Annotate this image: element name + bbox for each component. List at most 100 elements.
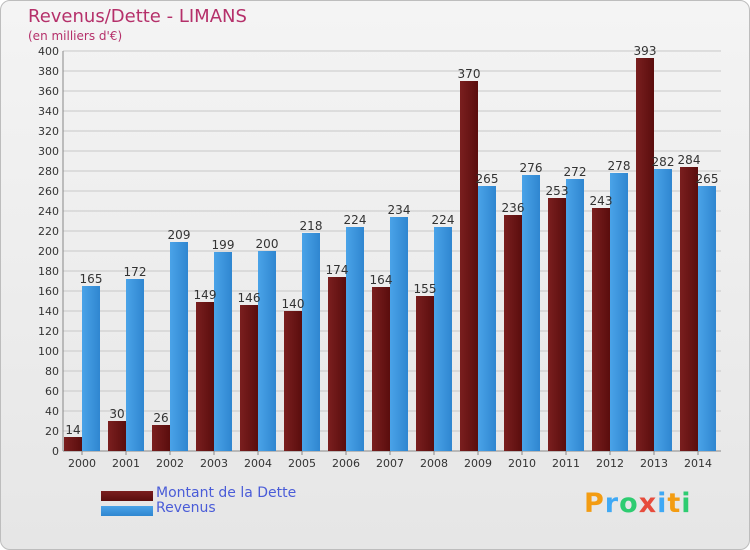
data-label-revenue-2012: 278 xyxy=(608,159,631,173)
bar-debt-2005 xyxy=(284,311,302,451)
bar-revenue-2009 xyxy=(478,186,496,451)
data-label-revenue-2009: 265 xyxy=(476,172,499,186)
data-label-debt-2003: 149 xyxy=(194,288,217,302)
data-label-debt-2002: 26 xyxy=(153,411,168,425)
logo-letter: o xyxy=(619,488,639,519)
bar-revenue-2012 xyxy=(610,173,628,451)
legend-swatch-revenue xyxy=(101,506,153,516)
logo-letter: P xyxy=(584,488,605,519)
data-label-revenue-2010: 276 xyxy=(520,161,543,175)
data-label-debt-2008: 155 xyxy=(414,282,437,296)
data-label-revenue-2008: 224 xyxy=(432,213,455,227)
data-label-revenue-2014: 265 xyxy=(696,172,719,186)
bar-debt-2004 xyxy=(240,305,258,451)
bar-debt-2002 xyxy=(152,425,170,451)
data-label-revenue-2007: 234 xyxy=(388,203,411,217)
y-tick-label: 280 xyxy=(38,165,59,178)
x-tick-label-2013: 2013 xyxy=(640,457,668,470)
y-tick-label: 40 xyxy=(45,405,59,418)
logo-letter: i xyxy=(657,488,668,519)
data-label-revenue-2006: 224 xyxy=(344,213,367,227)
bar-revenue-2002 xyxy=(170,242,188,451)
bar-revenue-2008 xyxy=(434,227,452,451)
y-tick-label: 80 xyxy=(45,365,59,378)
x-tick-label-2004: 2004 xyxy=(244,457,272,470)
y-tick-label: 340 xyxy=(38,105,59,118)
y-tick-label: 0 xyxy=(52,445,59,458)
bar-debt-2011 xyxy=(548,198,566,451)
y-tick-label: 140 xyxy=(38,305,59,318)
x-tick-label-2009: 2009 xyxy=(464,457,492,470)
data-label-revenue-2004: 200 xyxy=(256,237,279,251)
data-label-debt-2000: 14 xyxy=(65,423,80,437)
y-tick-label: 60 xyxy=(45,385,59,398)
logo-letter: x xyxy=(638,488,658,519)
data-label-debt-2011: 253 xyxy=(546,184,569,198)
x-tick-label-2002: 2002 xyxy=(156,457,184,470)
x-tick-label-2003: 2003 xyxy=(200,457,228,470)
x-tick-label-2005: 2005 xyxy=(288,457,316,470)
y-tick-label: 200 xyxy=(38,245,59,258)
y-tick-label: 220 xyxy=(38,225,59,238)
legend-label-revenue: Revenus xyxy=(156,500,216,516)
y-tick-label: 20 xyxy=(45,425,59,438)
data-label-revenue-2011: 272 xyxy=(564,165,587,179)
bar-revenue-2006 xyxy=(346,227,364,451)
proxiti-logo: Proxiti xyxy=(584,488,692,519)
y-tick-label: 400 xyxy=(38,45,59,58)
bar-debt-2006 xyxy=(328,277,346,451)
bar-revenue-2000 xyxy=(82,286,100,451)
y-tick-label: 260 xyxy=(38,185,59,198)
bar-revenue-2007 xyxy=(390,217,408,451)
x-tick-label-2007: 2007 xyxy=(376,457,404,470)
data-label-debt-2007: 164 xyxy=(370,273,393,287)
data-label-debt-2013: 393 xyxy=(634,44,657,58)
bar-revenue-2011 xyxy=(566,179,584,451)
bar-revenue-2004 xyxy=(258,251,276,451)
x-tick-label-2011: 2011 xyxy=(552,457,580,470)
bar-debt-2010 xyxy=(504,215,522,451)
y-tick-label: 120 xyxy=(38,325,59,338)
data-label-debt-2006: 174 xyxy=(326,263,349,277)
x-tick-label-2008: 2008 xyxy=(420,457,448,470)
x-tick-label-2001: 2001 xyxy=(112,457,140,470)
data-label-revenue-2003: 199 xyxy=(212,238,235,252)
bar-debt-2003 xyxy=(196,302,214,451)
y-tick-label: 180 xyxy=(38,265,59,278)
x-tick-label-2006: 2006 xyxy=(332,457,360,470)
data-label-revenue-2001: 172 xyxy=(124,265,147,279)
chart-title: Revenus/Dette - LIMANS xyxy=(28,6,247,27)
logo-letter: i xyxy=(681,488,692,519)
bar-debt-2013 xyxy=(636,58,654,451)
bar-debt-2009 xyxy=(460,81,478,451)
y-tick-label: 160 xyxy=(38,285,59,298)
data-label-debt-2010: 236 xyxy=(502,201,525,215)
y-tick-label: 320 xyxy=(38,125,59,138)
bar-revenue-2001 xyxy=(126,279,144,451)
x-tick-label-2010: 2010 xyxy=(508,457,536,470)
x-tick-label-2000: 2000 xyxy=(68,457,96,470)
y-tick-label: 100 xyxy=(38,345,59,358)
chart-subtitle: (en milliers d'€) xyxy=(28,29,123,43)
data-label-revenue-2000: 165 xyxy=(80,272,103,286)
bar-revenue-2010 xyxy=(522,175,540,451)
data-label-debt-2004: 146 xyxy=(238,291,261,305)
bar-debt-2007 xyxy=(372,287,390,451)
legend-swatch-debt xyxy=(101,491,153,501)
bar-debt-2012 xyxy=(592,208,610,451)
data-label-revenue-2013: 282 xyxy=(652,155,675,169)
bar-debt-2000 xyxy=(64,437,82,451)
x-tick-label-2014: 2014 xyxy=(684,457,712,470)
y-tick-label: 380 xyxy=(38,65,59,78)
bar-debt-2014 xyxy=(680,167,698,451)
data-label-revenue-2002: 209 xyxy=(168,228,191,242)
bar-revenue-2003 xyxy=(214,252,232,451)
bar-revenue-2014 xyxy=(698,186,716,451)
data-label-debt-2014: 284 xyxy=(678,153,701,167)
data-label-revenue-2005: 218 xyxy=(300,219,323,233)
y-tick-label: 300 xyxy=(38,145,59,158)
logo-letter: r xyxy=(604,488,620,519)
legend-label-debt: Montant de la Dette xyxy=(156,485,297,501)
